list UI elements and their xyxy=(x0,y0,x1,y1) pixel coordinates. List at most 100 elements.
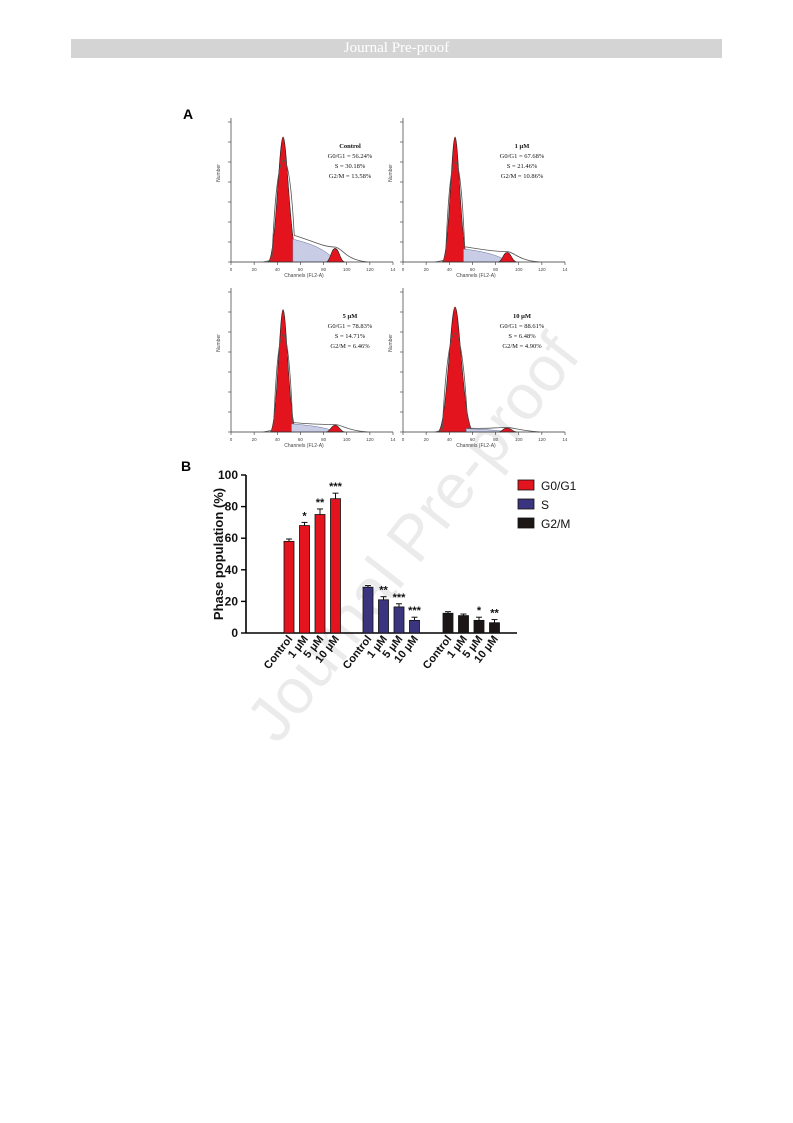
histogram-x-tick-label: 20 xyxy=(424,437,430,442)
histogram-x-tick-label: 40 xyxy=(447,267,453,272)
histogram-x-tick-label: 20 xyxy=(252,437,258,442)
legend-swatch-0 xyxy=(517,479,535,491)
histogram-x-tick-label: 20 xyxy=(252,267,258,272)
journal-header-bar: Journal Pre-proof xyxy=(71,39,722,58)
g2m-peak xyxy=(498,427,518,433)
histogram-x-label: Channels (FL2-A) xyxy=(456,443,496,449)
histogram-phase-percentage: G0/G1 = 88.61% xyxy=(500,323,545,330)
histogram-x-tick-label: 14 xyxy=(390,267,396,272)
histogram-condition-title: 1 μM xyxy=(515,143,530,150)
histogram-x-tick-label: 0 xyxy=(402,267,405,272)
bar-g0g1-2 xyxy=(314,514,326,634)
s-phase-region xyxy=(291,423,332,433)
bar-g2m-3 xyxy=(489,622,500,634)
y-tick-label: 40 xyxy=(225,563,239,577)
histogram-x-tick-label: 100 xyxy=(515,437,523,442)
histogram-y-label: Number xyxy=(388,164,394,182)
y-tick-label: 100 xyxy=(218,468,238,482)
significance-marker: *** xyxy=(393,592,407,604)
histogram-x-tick-label: 120 xyxy=(366,437,374,442)
histogram-phase-percentage: G2/M = 4.90% xyxy=(502,343,542,350)
bar-s-2 xyxy=(393,606,405,634)
histogram-panel-3: 0 20 40 60 80 100 120 14 Channels (FL2-A) Number 5… xyxy=(216,288,396,449)
significance-marker: * xyxy=(302,510,307,522)
histogram-x-tick-label: 40 xyxy=(275,437,281,442)
histogram-x-tick-label: 60 xyxy=(470,437,476,442)
histogram-condition-title: Control xyxy=(339,143,361,150)
histogram-phase-percentage: G2/M = 10.86% xyxy=(501,173,544,180)
y-tick-label: 80 xyxy=(225,500,239,514)
histogram-x-tick-label: 80 xyxy=(321,267,327,272)
significance-marker: * xyxy=(477,605,482,617)
histogram-x-tick-label: 14 xyxy=(562,267,568,272)
histogram-x-tick-label: 120 xyxy=(366,267,374,272)
histogram-panel-1: 0 20 40 60 80 100 120 14 Channels (FL2-A) Number C… xyxy=(216,118,396,279)
significance-marker: ** xyxy=(316,497,325,509)
g2m-peak xyxy=(326,424,346,433)
significance-marker: ** xyxy=(379,585,388,597)
histogram-y-label: Number xyxy=(216,164,222,182)
bar-g2m-2 xyxy=(473,619,485,634)
g2m-peak xyxy=(498,252,518,263)
histogram-x-tick-label: 120 xyxy=(538,267,546,272)
histogram-condition-title: 5 μM xyxy=(343,313,358,320)
s-phase-region xyxy=(292,238,332,263)
histogram-x-tick-label: 80 xyxy=(321,437,327,442)
histogram-x-label: Channels (FL2-A) xyxy=(456,273,496,279)
bar-s-1 xyxy=(378,599,389,634)
histogram-x-tick-label: 20 xyxy=(424,267,430,272)
histogram-phase-percentage: S = 21.46% xyxy=(507,163,538,170)
histogram-x-tick-label: 60 xyxy=(470,267,476,272)
histogram-x-tick-label: 0 xyxy=(230,437,233,442)
legend-swatch-1 xyxy=(517,498,535,510)
histogram-envelope xyxy=(263,160,368,263)
histogram-x-tick-label: 14 xyxy=(562,437,568,442)
g2m-peak xyxy=(326,248,346,263)
histogram-x-tick-label: 100 xyxy=(515,267,523,272)
histogram-x-tick-label: 80 xyxy=(493,267,499,272)
bar-s-3 xyxy=(409,619,420,634)
y-axis-label: Phase population (%) xyxy=(211,488,226,620)
histogram-x-tick-label: 40 xyxy=(275,267,281,272)
journal-header-title: Journal Pre-proof xyxy=(343,40,450,56)
histogram-x-tick-label: 0 xyxy=(402,437,405,442)
histogram-condition-title: 10 μM xyxy=(513,313,531,320)
histogram-y-label: Number xyxy=(388,334,394,352)
y-tick-label: 60 xyxy=(225,531,239,545)
legend-swatch-2 xyxy=(517,517,535,529)
histogram-phase-percentage: G2/M = 13.58% xyxy=(329,173,372,180)
histogram-x-tick-label: 40 xyxy=(447,437,453,442)
histogram-x-tick-label: 60 xyxy=(298,267,304,272)
bar-g0g1-0 xyxy=(283,540,295,634)
histogram-envelope xyxy=(435,161,540,263)
histogram-phase-percentage: G2/M = 6.46% xyxy=(330,343,370,350)
significance-marker: *** xyxy=(329,481,343,493)
bar-g2m-0 xyxy=(442,612,454,634)
legend-label: G2/M xyxy=(541,517,570,531)
histogram-panel-2: 0 20 40 60 80 100 120 14 Channels (FL2-A) Number 1… xyxy=(388,118,568,279)
histogram-phase-percentage: S = 14.71% xyxy=(335,333,366,340)
y-tick-label: 20 xyxy=(225,594,239,608)
legend-label: S xyxy=(541,498,549,512)
histogram-phase-percentage: G0/G1 = 78.83% xyxy=(328,323,373,330)
histogram-envelope xyxy=(263,334,368,433)
significance-marker: ** xyxy=(490,608,499,620)
significance-marker: *** xyxy=(408,605,422,617)
histogram-x-tick-label: 100 xyxy=(343,267,351,272)
histogram-x-tick-label: 14 xyxy=(390,437,396,442)
bar-s-0 xyxy=(362,586,374,634)
legend-label: G0/G1 xyxy=(541,479,577,493)
histogram-x-tick-label: 0 xyxy=(230,267,233,272)
histogram-panel-4: 0 20 40 60 80 100 120 14 Channels (FL2-A) Number 1… xyxy=(388,288,568,449)
panel-a-label: A xyxy=(183,106,194,122)
bar-g2m-1 xyxy=(458,615,469,634)
panel-b-label: B xyxy=(181,458,192,474)
histogram-envelope xyxy=(435,333,540,433)
bar-g0g1-1 xyxy=(299,525,310,634)
histogram-x-tick-label: 100 xyxy=(343,437,351,442)
histogram-x-tick-label: 80 xyxy=(493,437,499,442)
histogram-x-tick-label: 60 xyxy=(298,437,304,442)
histogram-phase-percentage: G0/G1 = 56.24% xyxy=(328,153,373,160)
